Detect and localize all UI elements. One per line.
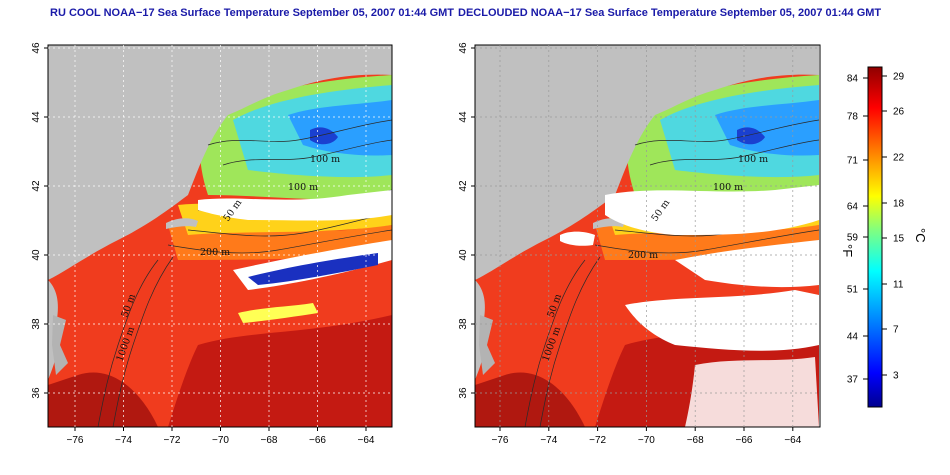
x-tick-label: −70 <box>638 435 655 446</box>
right-panel-title: DECLOUDED NOAA−17 Sea Surface Temperatur… <box>458 7 882 19</box>
fahrenheit-tick-label: 71 <box>847 156 859 167</box>
fahrenheit-tick-label: 37 <box>847 375 859 386</box>
right-graticule <box>475 45 820 427</box>
x-tick-label: −66 <box>736 435 753 446</box>
celsius-unit-label: °C <box>913 228 928 243</box>
right-x-axis: −76 −74 −72 −70 −68 −66 −64 <box>492 427 802 446</box>
y-tick-label: 36 <box>31 387 42 399</box>
contour-label: 200 m <box>628 250 658 261</box>
y-tick-label: 36 <box>458 387 469 399</box>
celsius-tick-label: 18 <box>893 199 905 210</box>
x-tick-label: −64 <box>784 435 801 446</box>
y-tick-label: 40 <box>31 249 42 261</box>
colorbar-scale <box>867 66 883 408</box>
fahrenheit-tick-label: 78 <box>847 112 859 123</box>
celsius-tick-label: 11 <box>893 280 904 291</box>
celsius-tick-label: 26 <box>893 107 905 118</box>
x-tick-label: −74 <box>115 435 132 446</box>
left-sst-image <box>48 45 392 427</box>
left-panel-title: RU COOL NOAA−17 Sea Surface Temperature … <box>50 7 455 19</box>
y-tick-label: 40 <box>458 249 469 261</box>
y-tick-label: 38 <box>458 318 469 330</box>
x-tick-label: −76 <box>67 435 84 446</box>
x-tick-label: −68 <box>261 435 278 446</box>
fahrenheit-tick-label: 44 <box>847 332 859 343</box>
colorbar-ticks: 84 78 71 64 59 51 44 37 29 26 22 18 15 11 7 3 <box>847 72 905 386</box>
celsius-tick-label: 3 <box>893 371 899 382</box>
left-y-axis: 36 38 40 42 44 46 <box>31 42 48 399</box>
contour-label: 100 m <box>310 154 340 165</box>
y-tick-label: 46 <box>458 42 469 54</box>
contour-label: 100 m <box>738 154 768 165</box>
celsius-tick-label: 22 <box>893 153 905 164</box>
x-tick-label: −74 <box>540 435 557 446</box>
fahrenheit-tick-label: 59 <box>847 233 859 244</box>
left-x-axis: −76 −74 −72 −70 −68 −66 −64 <box>67 427 375 446</box>
fahrenheit-tick-label: 84 <box>847 74 859 85</box>
left-graticule <box>48 45 392 427</box>
celsius-tick-label: 15 <box>893 234 905 245</box>
y-tick-label: 42 <box>458 180 469 192</box>
contour-label: 200 m <box>200 247 230 258</box>
x-tick-label: −76 <box>492 435 509 446</box>
fahrenheit-tick-label: 64 <box>847 202 859 213</box>
y-tick-label: 38 <box>31 318 42 330</box>
x-tick-label: −68 <box>687 435 704 446</box>
right-map-frame <box>474 44 821 428</box>
celsius-tick-label: 29 <box>893 72 905 83</box>
colorbar: 84 78 71 64 59 51 44 37 29 26 22 18 15 11 7 3 °F °C <box>840 66 928 408</box>
x-tick-label: −66 <box>309 435 326 446</box>
y-tick-label: 44 <box>458 111 469 123</box>
contour-label: 100 m <box>713 182 743 193</box>
contour-label: 100 m <box>288 182 318 193</box>
fahrenheit-unit-label: °F <box>840 244 855 257</box>
right-y-axis: 36 38 40 42 44 46 <box>458 42 475 399</box>
x-tick-label: −72 <box>164 435 181 446</box>
x-tick-label: −70 <box>212 435 229 446</box>
y-tick-label: 42 <box>31 180 42 192</box>
x-tick-label: −72 <box>589 435 606 446</box>
x-tick-label: −64 <box>358 435 375 446</box>
y-tick-label: 44 <box>31 111 42 123</box>
celsius-tick-label: 7 <box>893 325 899 336</box>
fahrenheit-tick-label: 51 <box>847 285 859 296</box>
right-map-panel: −76 −74 −72 −70 −68 −66 −64 36 38 40 42 44 46 100 m… <box>458 42 821 446</box>
right-sst-image <box>475 45 820 427</box>
left-map-panel: −76 −74 −72 −70 −68 −66 −64 36 38 40 42 44 46 100 m… <box>31 42 393 446</box>
y-tick-label: 46 <box>31 42 42 54</box>
